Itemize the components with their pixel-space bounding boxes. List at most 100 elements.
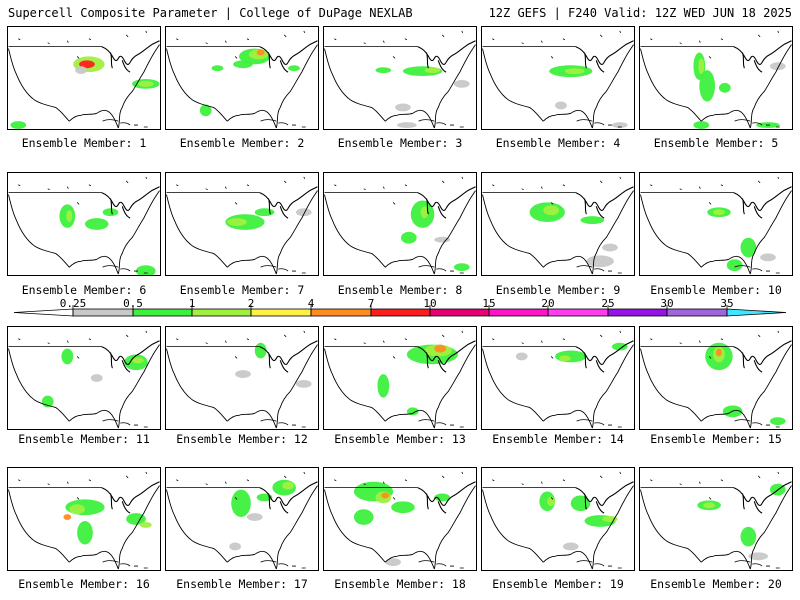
- islands: [18, 471, 148, 569]
- map-svg: [640, 330, 792, 429]
- great-lakes: [259, 40, 318, 73]
- colorbar-label: 30: [660, 297, 674, 310]
- map-panel-member-13: [323, 326, 477, 430]
- map-panel-member-10: [639, 172, 793, 276]
- panel-caption: Ensemble Member: 6: [21, 283, 147, 297]
- scp-shading-region: [434, 236, 451, 243]
- coastline: [482, 190, 634, 275]
- panel-caption: Ensemble Member: 3: [337, 136, 463, 150]
- map-svg: [324, 471, 476, 570]
- scp-shading-region: [586, 255, 614, 268]
- islands: [176, 176, 306, 274]
- scp-shading-region: [420, 206, 429, 219]
- great-lakes: [101, 340, 160, 373]
- colorbar-label: 0.5: [123, 297, 143, 310]
- map-panel-member-4: [481, 26, 635, 130]
- scp-shading-region: [246, 513, 263, 521]
- map-panel-member-9: [481, 172, 635, 276]
- scp-shading-region: [406, 407, 419, 416]
- panel-caption: Ensemble Member: 10: [650, 283, 782, 297]
- scp-shading-region: [61, 348, 74, 365]
- great-lakes: [575, 40, 634, 73]
- scp-shading-region: [699, 70, 716, 102]
- scp-shading-region: [693, 121, 710, 129]
- scp-shading-region: [562, 542, 579, 551]
- page-title: Supercell Composite Parameter | College …: [8, 6, 413, 20]
- colorbar-segment: [666, 308, 728, 317]
- islands: [334, 330, 464, 428]
- map-svg: [8, 176, 160, 275]
- scp-shading-region: [400, 231, 417, 244]
- scp-shading-region: [69, 504, 85, 515]
- scp-shading-region: [295, 208, 312, 217]
- islands: [334, 471, 464, 569]
- scp-shading-region: [377, 374, 390, 398]
- great-lakes: [101, 40, 160, 73]
- colorbar-label: 10: [423, 297, 437, 310]
- great-lakes: [733, 340, 792, 373]
- coastline: [324, 344, 476, 429]
- map-panel-member-19: [481, 467, 635, 571]
- scp-shading-region: [229, 542, 242, 551]
- map-svg: [482, 176, 634, 275]
- coastline: [166, 44, 318, 129]
- islands: [492, 176, 622, 274]
- coastline: [324, 485, 476, 570]
- colorbar-segment: [72, 308, 134, 317]
- map-svg: [166, 330, 318, 429]
- islands: [18, 176, 148, 274]
- panel-caption: Ensemble Member: 5: [653, 136, 779, 150]
- coastline: [482, 44, 634, 129]
- scp-shading-region: [132, 357, 144, 364]
- map-panel-member-12: [165, 326, 319, 430]
- panel-caption: Ensemble Member: 2: [179, 136, 305, 150]
- great-lakes: [575, 340, 634, 373]
- scp-shading-region: [555, 101, 567, 110]
- map-svg: [482, 330, 634, 429]
- colorbar-segment: [607, 308, 668, 317]
- scp-shading-region: [254, 342, 267, 359]
- islands: [650, 30, 780, 128]
- scp-shading-region: [254, 208, 275, 217]
- map-panel-member-7: [165, 172, 319, 276]
- scp-shading-region: [282, 481, 294, 490]
- scp-shading-region: [295, 379, 312, 388]
- map-svg: [640, 30, 792, 129]
- coastline: [640, 485, 792, 570]
- coastline: [640, 190, 792, 275]
- scp-shading-region: [391, 501, 415, 514]
- islands: [18, 330, 148, 428]
- panel-caption: Ensemble Member: 8: [337, 283, 463, 297]
- map-panel-member-15: [639, 326, 793, 430]
- colorbar-segment: [250, 308, 312, 317]
- coastline: [166, 485, 318, 570]
- islands: [650, 176, 780, 274]
- scp-shading-region: [395, 103, 411, 112]
- scp-shading-region: [760, 253, 776, 262]
- scp-shading-region: [126, 513, 146, 525]
- map-svg: [324, 330, 476, 429]
- panel-caption: Ensemble Member: 19: [492, 577, 624, 591]
- great-lakes: [733, 40, 792, 73]
- scp-shading-region: [769, 417, 786, 426]
- scp-shading-region: [434, 493, 451, 502]
- islands: [492, 471, 622, 569]
- scp-shading-region: [602, 516, 618, 522]
- map-svg: [324, 30, 476, 129]
- run-info: 12Z GEFS | F240 Valid: 12Z WED JUN 18 20…: [488, 6, 792, 20]
- scp-shading-region: [102, 208, 119, 217]
- scp-shading-region: [397, 122, 417, 129]
- great-lakes: [575, 481, 634, 514]
- colorbar-segment: [191, 308, 252, 317]
- coastline: [8, 190, 160, 275]
- scp-shading-region: [564, 68, 585, 75]
- colorbar-label: 4: [307, 297, 315, 310]
- scp-shading-region: [10, 121, 27, 129]
- map-panel-member-3: [323, 26, 477, 130]
- coastline: [324, 44, 476, 129]
- colorbar-segment: [132, 308, 193, 317]
- scp-shading-region: [353, 509, 374, 525]
- scp-shading-region: [211, 65, 224, 72]
- great-lakes: [575, 186, 634, 219]
- panel-caption: Ensemble Member: 9: [495, 283, 621, 297]
